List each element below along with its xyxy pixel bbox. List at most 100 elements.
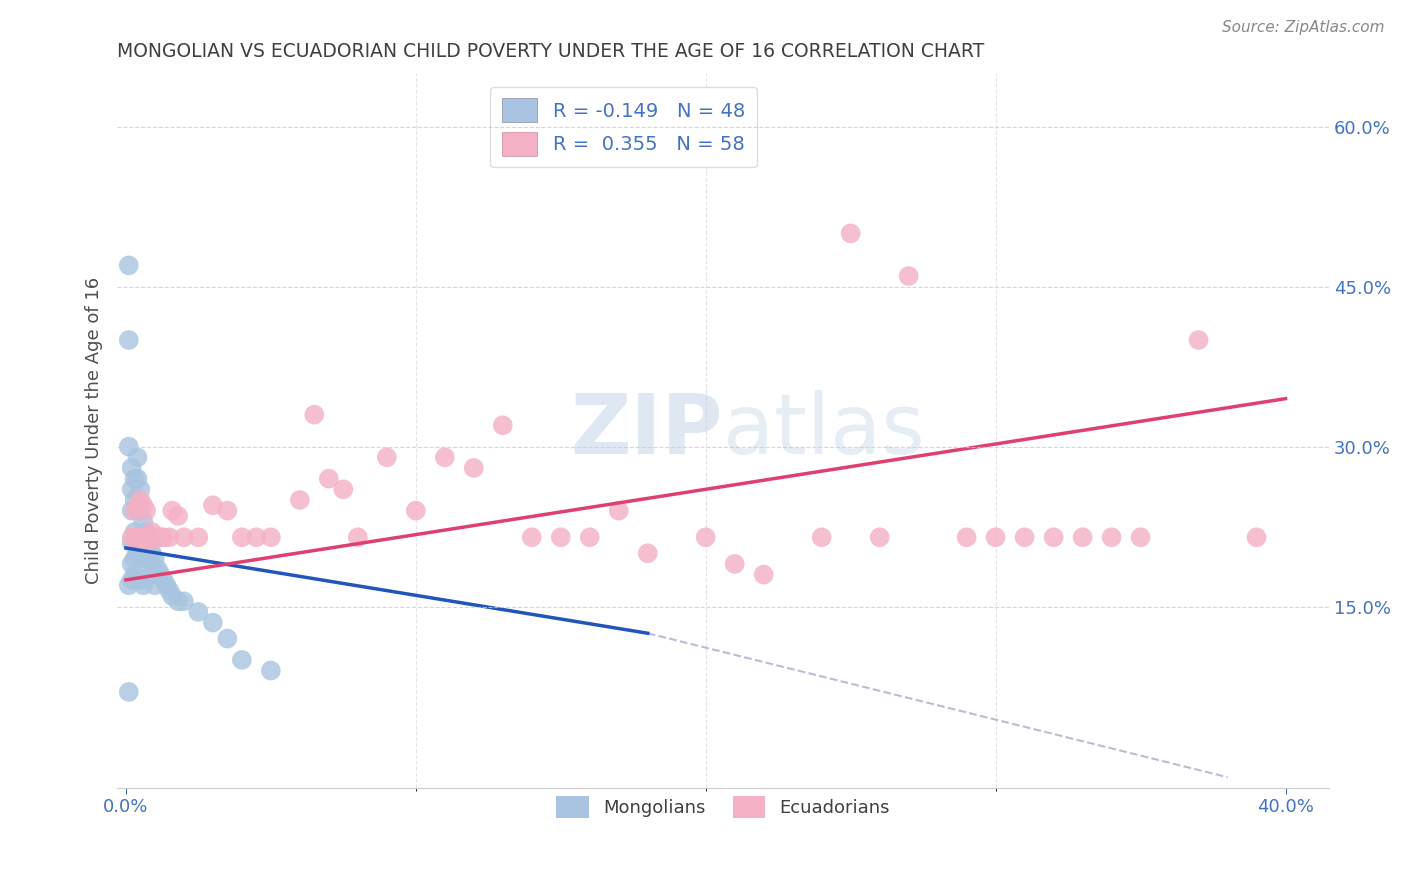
Point <box>121 535 143 549</box>
Point <box>132 546 155 560</box>
Point <box>129 546 152 560</box>
Point <box>752 567 775 582</box>
Point <box>121 461 143 475</box>
Point <box>288 492 311 507</box>
Point <box>607 503 630 517</box>
Point <box>124 492 146 507</box>
Point <box>129 573 152 587</box>
Point <box>260 530 283 544</box>
Point <box>121 503 143 517</box>
Point <box>984 530 1007 544</box>
Point <box>724 557 747 571</box>
Point <box>118 685 141 699</box>
Point <box>121 557 143 571</box>
Legend: Mongolians, Ecuadorians: Mongolians, Ecuadorians <box>548 789 897 825</box>
Point <box>201 498 224 512</box>
Text: Source: ZipAtlas.com: Source: ZipAtlas.com <box>1222 20 1385 35</box>
Point <box>143 530 166 544</box>
Point <box>138 530 160 544</box>
Point <box>346 530 368 544</box>
Point <box>217 632 239 646</box>
Point <box>956 530 979 544</box>
Point <box>173 594 195 608</box>
Point <box>132 514 155 528</box>
Point <box>245 530 267 544</box>
Point <box>135 551 157 566</box>
Point <box>201 615 224 630</box>
Point <box>217 503 239 517</box>
Point <box>167 508 190 523</box>
Point <box>132 530 155 544</box>
Point <box>118 333 141 347</box>
Point <box>1187 333 1209 347</box>
Point <box>118 440 141 454</box>
Point <box>578 530 600 544</box>
Point <box>149 530 172 544</box>
Point <box>121 573 143 587</box>
Point <box>897 268 920 283</box>
Point <box>118 258 141 272</box>
Point <box>463 461 485 475</box>
Point <box>162 589 184 603</box>
Point <box>129 483 152 497</box>
Point <box>124 472 146 486</box>
Point <box>187 605 209 619</box>
Point <box>138 535 160 549</box>
Text: MONGOLIAN VS ECUADORIAN CHILD POVERTY UNDER THE AGE OF 16 CORRELATION CHART: MONGOLIAN VS ECUADORIAN CHILD POVERTY UN… <box>117 42 984 61</box>
Point <box>121 530 143 544</box>
Point <box>187 530 209 544</box>
Point <box>550 530 572 544</box>
Point <box>162 503 184 517</box>
Text: atlas: atlas <box>723 390 925 471</box>
Point <box>869 530 891 544</box>
Point <box>375 450 398 465</box>
Point <box>129 530 152 544</box>
Point <box>146 530 169 544</box>
Point <box>141 546 163 560</box>
Point <box>304 408 326 422</box>
Point <box>149 567 172 582</box>
Point <box>124 524 146 539</box>
Point <box>132 578 155 592</box>
Point <box>146 562 169 576</box>
Point <box>167 594 190 608</box>
Point <box>1014 530 1036 544</box>
Point <box>127 472 149 486</box>
Point <box>433 450 456 465</box>
Point <box>124 567 146 582</box>
Point <box>231 530 253 544</box>
Point <box>132 498 155 512</box>
Point <box>332 483 354 497</box>
Point <box>124 530 146 544</box>
Point <box>141 567 163 582</box>
Point <box>124 551 146 566</box>
Point <box>231 653 253 667</box>
Point <box>260 664 283 678</box>
Point <box>135 503 157 517</box>
Point <box>520 530 543 544</box>
Point <box>1101 530 1123 544</box>
Point <box>492 418 515 433</box>
Point <box>1129 530 1152 544</box>
Point <box>127 530 149 544</box>
Point <box>127 503 149 517</box>
Point <box>839 227 862 241</box>
Point <box>127 498 149 512</box>
Point <box>695 530 717 544</box>
Point <box>135 524 157 539</box>
Point <box>129 492 152 507</box>
Point <box>637 546 659 560</box>
Point <box>152 530 174 544</box>
Point <box>152 573 174 587</box>
Point <box>155 578 177 592</box>
Point <box>1246 530 1268 544</box>
Point <box>173 530 195 544</box>
Text: ZIP: ZIP <box>571 390 723 471</box>
Point <box>157 583 180 598</box>
Point <box>143 578 166 592</box>
Y-axis label: Child Poverty Under the Age of 16: Child Poverty Under the Age of 16 <box>86 277 103 584</box>
Point <box>157 530 180 544</box>
Point <box>141 524 163 539</box>
Point <box>127 450 149 465</box>
Point <box>124 503 146 517</box>
